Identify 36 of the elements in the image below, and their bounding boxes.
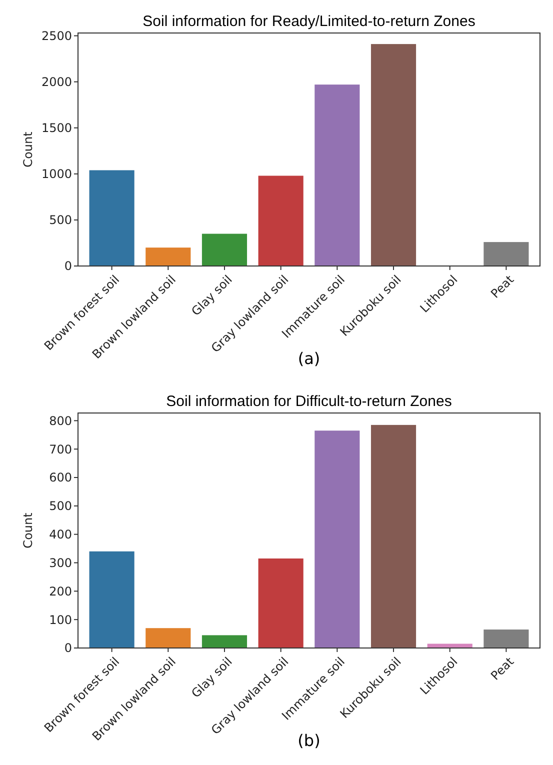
y-tick-label: 500 xyxy=(49,499,72,514)
y-tick-label: 800 xyxy=(49,414,72,428)
text: (b) xyxy=(298,731,320,750)
y-tick-label: 0 xyxy=(64,641,72,656)
bar xyxy=(370,424,416,648)
y-tick-label: 1000 xyxy=(41,167,72,182)
bar xyxy=(314,84,360,266)
chart-title: Soil information for Ready/Limited-to-return Zones xyxy=(142,13,476,30)
y-tick-label: 1500 xyxy=(41,121,72,136)
bar xyxy=(258,176,304,266)
y-axis-title: Count xyxy=(21,131,35,168)
bar xyxy=(258,558,304,648)
bar xyxy=(89,551,134,648)
chart-title: Soil information for Difficult-to-return Zones xyxy=(166,393,452,410)
bar xyxy=(484,630,529,648)
bar xyxy=(427,644,472,648)
y-tick-label: 2000 xyxy=(41,75,72,90)
y-tick-label: 100 xyxy=(49,612,72,627)
y-tick-label: 700 xyxy=(49,442,72,456)
y-tick-label: 0 xyxy=(64,259,72,274)
bar xyxy=(314,430,360,648)
bar xyxy=(202,234,248,266)
bar xyxy=(146,248,191,266)
y-tick-label: 600 xyxy=(49,470,72,485)
bar xyxy=(146,628,191,648)
y-tick-label: 200 xyxy=(49,584,72,598)
bar xyxy=(484,242,529,266)
text: (a) xyxy=(298,349,320,368)
bar xyxy=(370,44,416,266)
y-tick-label: 500 xyxy=(49,213,72,228)
bar xyxy=(202,635,248,648)
y-tick-label: 400 xyxy=(49,528,72,542)
y-tick-label: 300 xyxy=(49,556,72,570)
y-axis-title: Count xyxy=(21,512,35,548)
y-tick-label: 2500 xyxy=(41,28,72,43)
bar xyxy=(89,170,134,266)
